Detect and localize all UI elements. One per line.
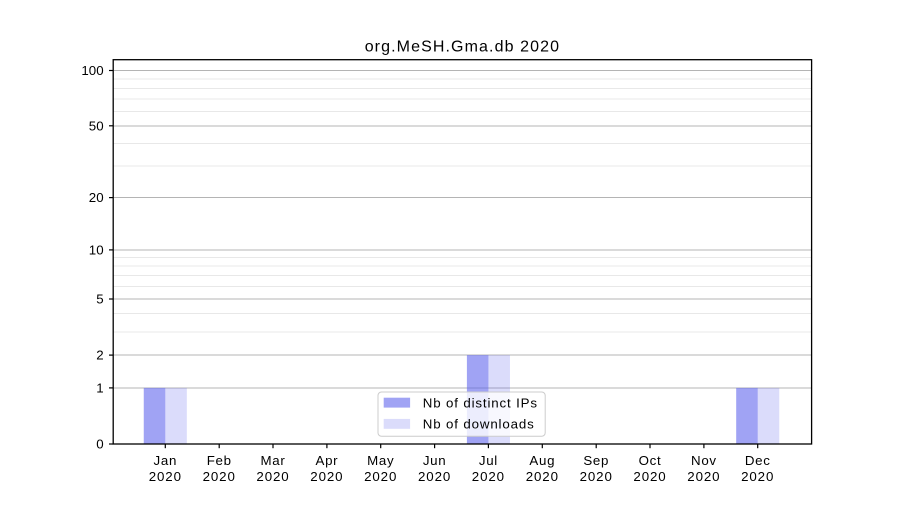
svg-text:50: 50 xyxy=(89,118,104,133)
svg-text:1: 1 xyxy=(96,380,103,395)
svg-text:Nb of distinct IPs: Nb of distinct IPs xyxy=(423,395,538,410)
svg-text:Jul: Jul xyxy=(479,453,498,468)
svg-text:2020: 2020 xyxy=(149,469,182,484)
svg-text:Jan: Jan xyxy=(154,453,178,468)
svg-text:2020: 2020 xyxy=(741,469,774,484)
svg-text:2020: 2020 xyxy=(526,469,559,484)
svg-text:Oct: Oct xyxy=(639,453,662,468)
svg-text:Mar: Mar xyxy=(261,453,286,468)
svg-text:Sep: Sep xyxy=(583,453,609,468)
svg-text:Nb of downloads: Nb of downloads xyxy=(423,417,535,432)
svg-text:Jun: Jun xyxy=(423,453,447,468)
svg-text:2020: 2020 xyxy=(633,469,666,484)
svg-text:100: 100 xyxy=(81,63,103,78)
svg-text:2020: 2020 xyxy=(256,469,289,484)
svg-text:2020: 2020 xyxy=(418,469,451,484)
svg-text:2: 2 xyxy=(96,348,103,363)
svg-text:May: May xyxy=(367,453,394,468)
svg-text:2020: 2020 xyxy=(310,469,343,484)
svg-text:2020: 2020 xyxy=(687,469,720,484)
svg-text:Aug: Aug xyxy=(529,453,555,468)
svg-text:2020: 2020 xyxy=(580,469,613,484)
svg-text:0: 0 xyxy=(96,437,103,452)
svg-text:20: 20 xyxy=(89,190,104,205)
svg-text:org.MeSH.Gma.db 2020: org.MeSH.Gma.db 2020 xyxy=(365,39,560,56)
svg-text:10: 10 xyxy=(89,242,104,257)
svg-text:Nov: Nov xyxy=(691,453,717,468)
svg-text:5: 5 xyxy=(96,292,103,307)
svg-text:2020: 2020 xyxy=(203,469,236,484)
svg-text:Dec: Dec xyxy=(745,453,771,468)
svg-text:Feb: Feb xyxy=(207,453,232,468)
svg-text:2020: 2020 xyxy=(472,469,505,484)
svg-text:2020: 2020 xyxy=(364,469,397,484)
svg-text:Apr: Apr xyxy=(316,453,339,468)
